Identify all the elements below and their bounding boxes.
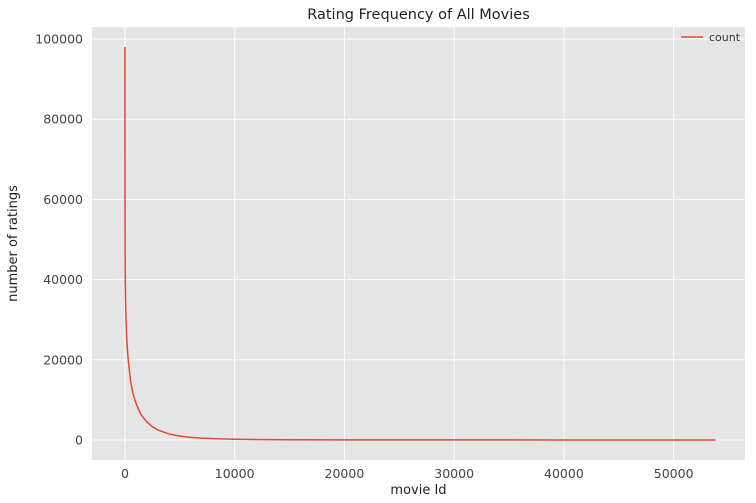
y-tick-label: 80000 xyxy=(43,112,83,127)
tick-labels: 0 10000 20000 30000 40000 50000 0 20000 40000 600… xyxy=(35,32,693,481)
y-axis-label: number of ratings xyxy=(6,185,21,302)
y-tick-label: 60000 xyxy=(43,192,83,207)
legend-label-count: count xyxy=(709,31,741,44)
y-tick-label: 0 xyxy=(75,432,83,447)
y-tick-label: 20000 xyxy=(43,352,83,367)
chart-title: Rating Frequency of All Movies xyxy=(307,7,530,23)
x-tick-label: 40000 xyxy=(544,466,584,481)
x-tick-label: 20000 xyxy=(325,466,365,481)
x-tick-label: 50000 xyxy=(654,466,694,481)
x-tick-label: 0 xyxy=(121,466,129,481)
series-layer xyxy=(124,47,716,441)
x-tick-label: 30000 xyxy=(434,466,474,481)
x-tick-label: 10000 xyxy=(215,466,255,481)
grid-lines xyxy=(92,27,745,460)
series-line-count xyxy=(124,47,716,441)
x-axis-label: movie Id xyxy=(390,483,446,498)
y-tick-label: 40000 xyxy=(43,272,83,287)
plot-background xyxy=(92,27,745,460)
legend: count xyxy=(681,31,741,44)
y-tick-label: 100000 xyxy=(35,32,83,47)
